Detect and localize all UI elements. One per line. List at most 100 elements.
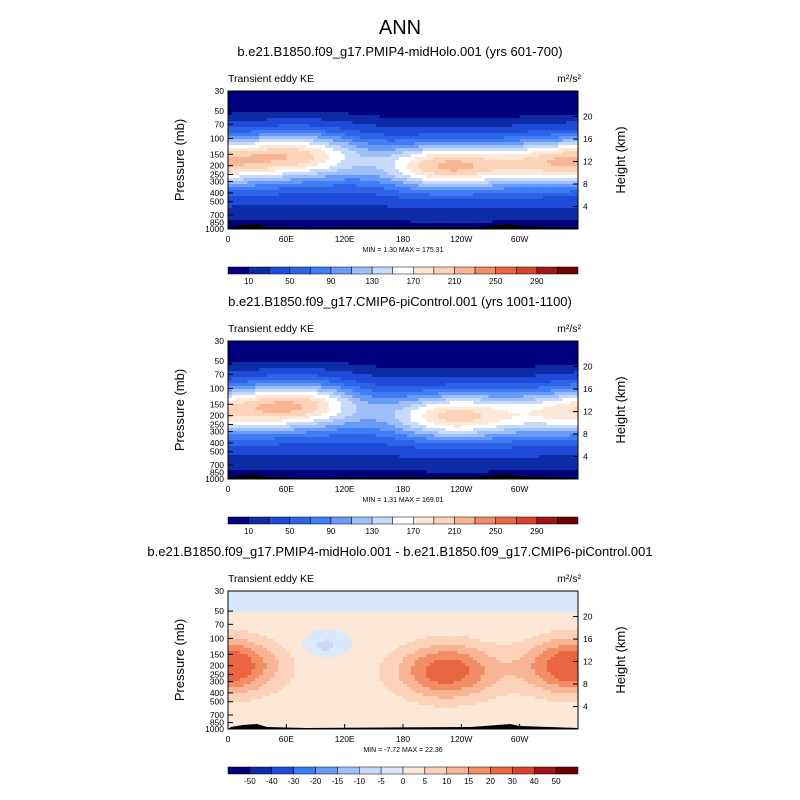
field-cell [504,196,509,200]
field-cell [539,166,544,170]
field-cell [383,193,389,197]
field-cell [406,124,412,128]
field-cell [426,109,431,113]
field-cell [340,202,346,206]
field-cell [519,118,525,122]
field-cell [247,443,252,447]
field-cell [379,178,385,182]
field-cell [527,133,532,137]
field-cell [255,145,260,149]
field-cell [274,175,280,179]
field-cell [309,202,315,206]
field-cell [266,395,272,399]
field-cell [391,181,396,185]
field-cell [527,106,532,110]
field-cell [500,217,505,221]
field-cell [263,458,268,462]
field-cell [418,166,424,170]
field-cell [340,154,346,158]
field-cell [554,220,560,224]
field-cell [290,359,295,363]
field-cell [546,217,552,221]
field-cell [251,416,256,420]
field-cell [430,178,435,182]
field-cell [531,205,536,209]
field-cell [383,139,389,143]
field-cell [438,220,443,224]
field-cell [527,142,532,146]
field-cell [403,199,408,203]
field-cell [457,208,462,212]
field-cell [228,437,233,441]
field-cell [356,157,361,161]
field-cell [313,127,319,131]
field-cell [480,112,486,116]
field-cell [286,226,291,229]
field-cell [476,112,482,116]
field-cell [488,214,494,218]
field-cell [278,181,284,185]
field-cell [492,169,497,173]
field-cell [270,353,276,357]
field-cell [523,118,529,122]
field-cell [504,103,509,107]
colorbar-box [371,266,393,275]
field-cell [523,130,529,134]
field-cell [546,193,552,197]
field-cell [406,145,412,149]
field-cell [266,449,272,453]
field-cell [286,178,291,182]
y-tick-label: 30 [215,86,225,96]
field-cell [566,94,571,98]
field-cell [263,160,268,164]
field-cell [476,148,482,152]
field-cell [235,220,241,224]
field-cell [554,136,560,140]
field-cell [445,118,451,122]
field-cell [282,94,287,98]
field-cell [406,91,412,95]
field-cell [395,142,400,146]
field-cell [344,133,350,137]
field-cell [371,112,377,116]
field-cell [484,121,490,125]
field-cell [255,431,260,435]
field-cell [488,205,494,209]
field-cell [426,151,431,155]
field-cell [395,220,400,224]
field-cell [333,208,338,212]
field-cell [445,157,451,161]
field-cell [231,106,237,110]
field-cell [228,341,233,345]
colorbar-box [454,266,476,275]
field-cell [504,199,509,203]
field-cell [414,118,420,122]
field-cell [282,470,287,474]
field-cell [360,154,365,158]
field-cell [301,115,307,119]
field-cell [570,91,575,95]
field-cell [476,127,482,131]
field-cell [375,202,381,206]
field-cell [469,160,474,164]
field-cell [426,163,431,167]
field-cell [243,377,249,381]
field-cell [329,169,334,173]
field-cell [239,211,245,215]
field-cell [418,205,424,209]
field-cell [286,103,291,107]
field-cell [294,226,299,229]
field-cell [231,437,237,441]
field-cell [321,91,326,95]
colorbar-box [495,266,517,275]
field-cell [294,169,299,173]
field-cell [519,112,525,116]
field-cell [243,187,249,191]
field-cell [414,163,420,167]
field-cell [251,220,256,224]
field-cell [313,145,319,149]
field-cell [239,127,245,131]
field-cell [395,205,400,209]
field-cell [515,175,521,179]
field-cell [286,353,291,357]
